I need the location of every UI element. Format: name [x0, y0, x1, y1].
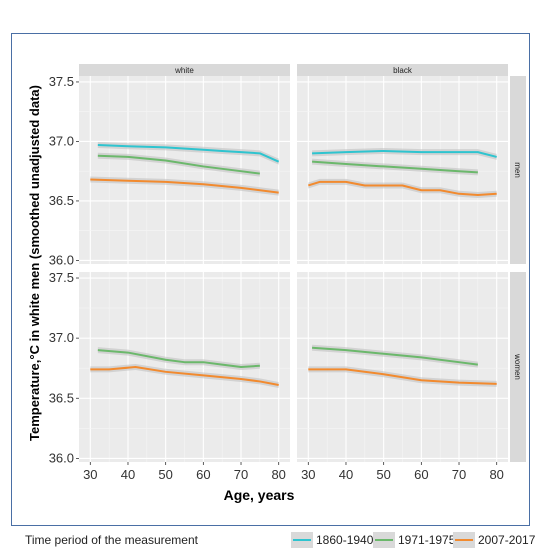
row-strip-men	[510, 76, 526, 264]
y-axis-title: Temperature,°C in white men (smoothed un…	[27, 85, 42, 441]
y-tick-label: 37.0	[49, 133, 74, 148]
x-tick-label: 30	[301, 467, 315, 482]
row-strip-label: men	[513, 162, 522, 178]
column-strip-label: white	[174, 66, 194, 75]
series-line-1971-1975	[312, 160, 478, 174]
figure-frame	[11, 33, 530, 526]
legend-label: 1860-1940	[316, 533, 374, 547]
confidence-band-2007-2017	[90, 364, 279, 389]
row-strip-label: women	[513, 353, 522, 380]
y-tick-label: 37.0	[49, 330, 74, 345]
x-tick-label: 80	[489, 467, 503, 482]
series-line-1971-1975	[97, 349, 260, 368]
y-tick-label: 37.5	[49, 74, 74, 89]
y-tick-label: 36.0	[49, 252, 74, 267]
series-line-1971-1975	[312, 346, 478, 366]
series-line-1971-1975	[97, 154, 260, 175]
x-tick-label: 30	[83, 467, 97, 482]
y-tick-label: 37.5	[49, 270, 74, 285]
x-tick-label: 50	[376, 467, 390, 482]
legend-title: Time period of the measurement	[25, 533, 199, 547]
y-tick-label: 36.5	[49, 193, 74, 208]
series-line-2007-2017	[90, 178, 279, 194]
row-strip-women	[510, 272, 526, 462]
series-line-2007-2017	[308, 180, 497, 196]
series-line-1860-1940	[97, 144, 280, 163]
x-tick-label: 50	[158, 467, 172, 482]
x-axis-title: Age, years	[224, 487, 295, 503]
x-tick-label: 70	[452, 467, 466, 482]
x-tick-label: 60	[196, 467, 210, 482]
series-line-1860-1940	[312, 149, 497, 158]
x-tick-label: 40	[121, 467, 135, 482]
y-tick-label: 36.5	[49, 390, 74, 405]
series-line-2007-2017	[308, 368, 497, 385]
series-line-2007-2017	[90, 366, 279, 387]
column-strip-label: black	[393, 66, 413, 75]
x-tick-label: 80	[271, 467, 285, 482]
x-tick-label: 40	[339, 467, 353, 482]
legend-label: 2007-2017	[478, 533, 536, 547]
column-strip-white	[79, 64, 290, 76]
legend-label: 1971-1975	[398, 533, 456, 547]
x-tick-label: 70	[234, 467, 248, 482]
x-tick-label: 60	[414, 467, 428, 482]
column-strip-black	[297, 64, 508, 76]
y-tick-label: 36.0	[49, 450, 74, 465]
